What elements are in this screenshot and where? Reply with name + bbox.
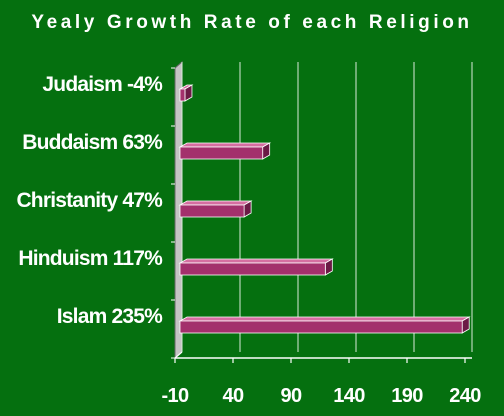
x-tick-label-4: 190 bbox=[391, 385, 423, 407]
bar-2 bbox=[178, 200, 253, 218]
x-tick-label-3: 140 bbox=[333, 385, 365, 407]
bar-top-3 bbox=[178, 258, 334, 264]
x-tick-label-2: 90 bbox=[280, 385, 302, 407]
x-tick-label-1: 40 bbox=[222, 385, 244, 407]
bar-face-4 bbox=[179, 320, 463, 334]
x-tick-label-5: 240 bbox=[449, 385, 481, 407]
bar-face-3 bbox=[179, 262, 326, 276]
bar-0 bbox=[178, 84, 194, 102]
x-axis-depth-line bbox=[174, 351, 183, 359]
bar-top-4 bbox=[178, 316, 471, 322]
category-label-2: Christanity 47% bbox=[16, 189, 163, 212]
bar-3 bbox=[178, 258, 334, 276]
category-label-0: Judaism -4% bbox=[42, 73, 163, 96]
plot-area: -10 40 90 140 190 240 Judaism -4% Buddaism 63% C… bbox=[16, 60, 482, 407]
bar-top-1 bbox=[178, 142, 272, 148]
bar-face-0 bbox=[179, 88, 186, 102]
category-label-4: Islam 235% bbox=[57, 305, 163, 328]
category-label-3: Hinduism 117% bbox=[18, 247, 163, 270]
category-label-1: Buddaism 63% bbox=[22, 131, 163, 154]
bar-face-1 bbox=[179, 146, 264, 160]
bar-top-2 bbox=[178, 200, 253, 206]
bar-1 bbox=[178, 142, 272, 160]
bar-face-2 bbox=[179, 204, 245, 218]
x-tick-label-0: -10 bbox=[161, 385, 189, 407]
bar-4 bbox=[178, 316, 471, 334]
chart-title: Yealy Growth Rate of each Religion bbox=[31, 12, 472, 33]
